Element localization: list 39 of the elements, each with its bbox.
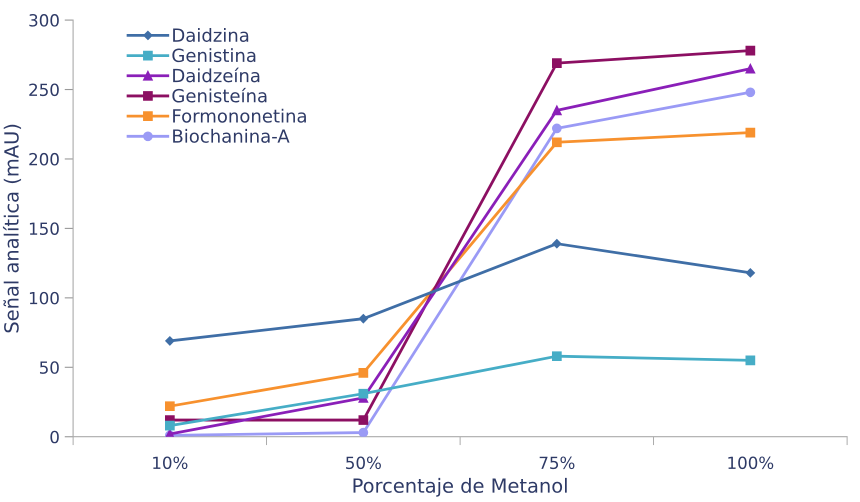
y-axis-title: Señal analítica (mAU) xyxy=(2,124,22,332)
point xyxy=(745,46,756,56)
legend-label: Genisteína xyxy=(172,88,266,103)
legend-label: Formononetina xyxy=(173,108,306,123)
point xyxy=(358,368,368,378)
legend-label: Biochanina-A xyxy=(173,128,290,143)
x-tick-label: 75% xyxy=(540,456,574,470)
point xyxy=(552,58,562,68)
legend-label: Daidzina xyxy=(173,28,248,42)
point xyxy=(358,314,368,324)
y-tick-label: 150 xyxy=(30,222,59,235)
x-tick-label: 50% xyxy=(346,456,381,470)
point xyxy=(746,268,755,278)
point xyxy=(552,124,562,134)
y-tick-label: 200 xyxy=(29,152,59,166)
point xyxy=(745,64,756,74)
point xyxy=(552,239,562,248)
legend-label: Daidzeína xyxy=(173,68,260,82)
point xyxy=(164,401,175,412)
point xyxy=(164,420,175,430)
y-tick-label: 100 xyxy=(30,292,59,304)
point xyxy=(358,415,368,425)
point xyxy=(358,428,368,437)
point xyxy=(358,388,368,399)
y-tick-label: 250 xyxy=(29,83,59,96)
y-tick-label: 300 xyxy=(29,14,59,27)
x-tick-label: 100% xyxy=(728,456,774,470)
point xyxy=(745,128,756,138)
y-tick-label: 0 xyxy=(50,430,59,444)
point xyxy=(745,87,756,98)
point xyxy=(552,105,562,116)
y-tick-label: 50 xyxy=(40,361,59,374)
x-axis-title: Porcentaje de Metanol xyxy=(354,478,567,497)
point xyxy=(745,355,756,366)
point xyxy=(552,351,562,362)
legend-label: Genistina xyxy=(172,48,256,62)
x-tick-label: 10% xyxy=(153,456,188,470)
point xyxy=(552,137,562,148)
point xyxy=(165,336,174,346)
